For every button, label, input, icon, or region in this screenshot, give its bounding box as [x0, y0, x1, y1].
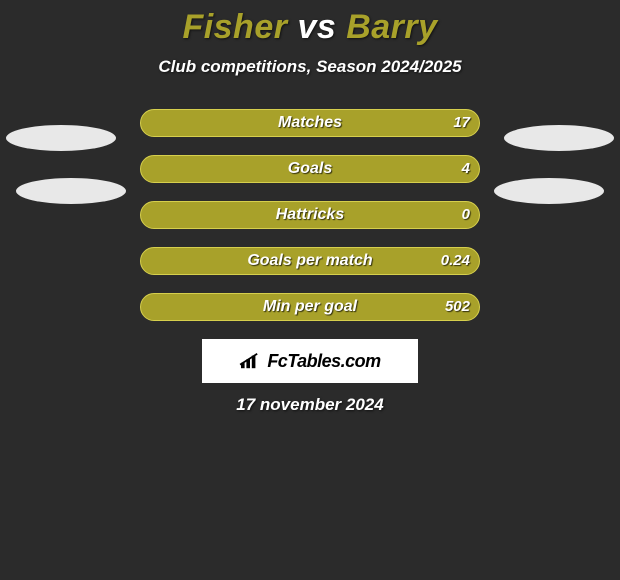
side-ellipse-right — [494, 178, 604, 204]
stat-bar-right — [140, 201, 480, 229]
bar-chart-icon — [239, 352, 261, 370]
stat-bar-right — [140, 155, 480, 183]
stats-area: Matches17 Goals4 Hattricks0 Goals per match… — [0, 109, 620, 321]
stat-row: Min per goal502 — [140, 293, 480, 321]
player1-name: Fisher — [182, 8, 287, 46]
stat-bar-right — [140, 293, 480, 321]
side-ellipse-left — [16, 178, 126, 204]
stat-row: Goals4 — [140, 155, 480, 183]
date-text: 17 november 2024 — [0, 395, 620, 415]
subtitle: Club competitions, Season 2024/2025 — [0, 57, 620, 77]
fctables-logo[interactable]: FcTables.com — [202, 339, 418, 383]
stat-row: Hattricks0 — [140, 201, 480, 229]
comparison-card: Fisher vs Barry Club competitions, Seaso… — [0, 0, 620, 415]
player2-name: Barry — [346, 8, 437, 46]
page-title: Fisher vs Barry — [0, 8, 620, 47]
vs-text: vs — [297, 8, 336, 46]
stat-row: Matches17 — [140, 109, 480, 137]
stat-row: Goals per match0.24 — [140, 247, 480, 275]
side-ellipse-left — [6, 125, 116, 151]
stat-bar-right — [140, 109, 480, 137]
side-ellipse-right — [504, 125, 614, 151]
stat-bar-right — [140, 247, 480, 275]
logo-text: FcTables.com — [267, 351, 380, 372]
